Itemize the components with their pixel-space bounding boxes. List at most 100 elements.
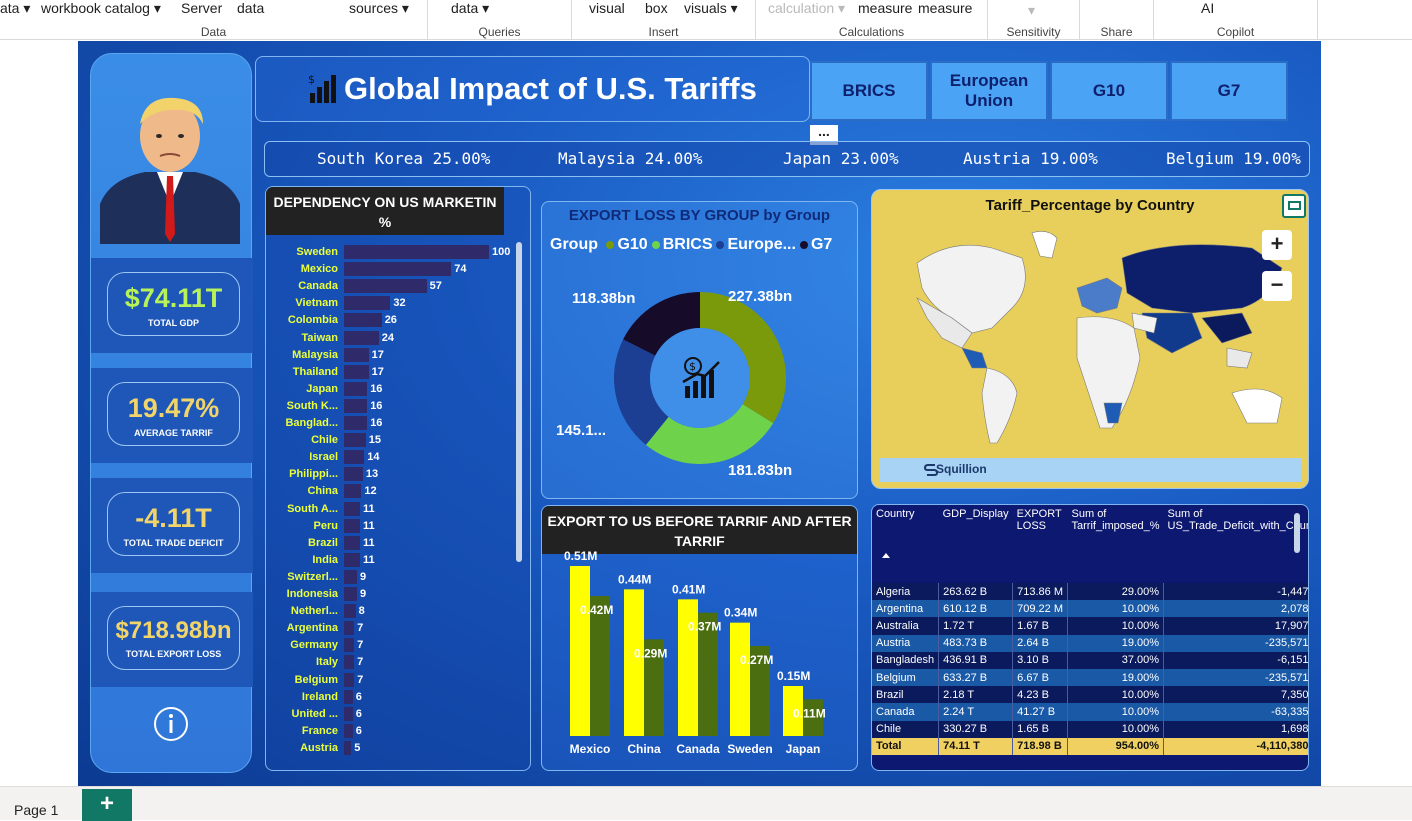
dependency-bar[interactable] xyxy=(344,535,360,550)
dependency-row[interactable]: India 11 xyxy=(266,552,516,569)
bar-after-tariff[interactable] xyxy=(750,646,770,736)
dependency-row[interactable]: Indonesia 9 xyxy=(266,586,516,603)
table-scrollbar[interactable] xyxy=(1294,513,1300,553)
slicer-european-union[interactable]: European Union xyxy=(930,61,1048,121)
dependency-row[interactable]: Taiwan 24 xyxy=(266,330,516,347)
slicer-brics[interactable]: BRICS xyxy=(810,61,928,121)
dependency-row[interactable]: Vietnam 32 xyxy=(266,295,516,312)
dependency-bar[interactable] xyxy=(344,450,365,465)
dependency-row[interactable]: South A... 11 xyxy=(266,501,516,518)
col-header-gdp[interactable]: GDP_Display xyxy=(942,508,1009,520)
dependency-row[interactable]: China 12 xyxy=(266,483,516,500)
dependency-row[interactable]: Brazil 11 xyxy=(266,535,516,552)
dependency-row[interactable]: Philippi... 13 xyxy=(266,466,516,483)
ribbon-item-ata[interactable]: ata ▾ xyxy=(0,0,31,16)
dependency-row[interactable]: Thailand 17 xyxy=(266,364,516,381)
dependency-bar[interactable] xyxy=(344,347,369,362)
zoom-in-button[interactable]: + xyxy=(1262,230,1292,260)
legend-item[interactable]: Europe... xyxy=(716,236,796,253)
add-page-button[interactable]: + xyxy=(82,789,132,821)
dependency-row[interactable]: Italy 7 xyxy=(266,654,516,671)
dependency-bar[interactable] xyxy=(344,262,452,277)
dependency-bar[interactable] xyxy=(344,723,353,738)
dependency-row[interactable]: Banglad... 16 xyxy=(266,415,516,432)
dependency-bar[interactable] xyxy=(344,740,352,755)
col-header-tariff[interactable]: Sum of Tarrif_imposed_% xyxy=(1071,508,1160,532)
dependency-row[interactable]: Ireland 6 xyxy=(266,689,516,706)
map-focus-icon[interactable] xyxy=(1282,194,1306,218)
ribbon-item-visual[interactable]: visual xyxy=(589,0,625,16)
dependency-bar[interactable] xyxy=(344,638,355,653)
info-icon[interactable] xyxy=(151,704,191,744)
dependency-bar[interactable] xyxy=(344,296,391,311)
page-tab-page-1[interactable]: Page 1 xyxy=(14,802,59,818)
dependency-bar[interactable] xyxy=(344,604,356,619)
dependency-row[interactable]: Mexico 74 xyxy=(266,261,516,278)
donut-slice-g7[interactable] xyxy=(623,292,700,356)
dependency-bar[interactable] xyxy=(344,689,353,704)
dependency-bar[interactable] xyxy=(344,518,360,533)
ribbon-item-sources[interactable]: sources ▾ xyxy=(349,0,409,16)
slicer-g7[interactable]: G7 xyxy=(1170,61,1288,121)
legend-item[interactable]: G7 xyxy=(799,236,832,253)
dependency-row[interactable]: Malaysia 17 xyxy=(266,347,516,364)
dependency-row[interactable]: Canada 57 xyxy=(266,278,516,295)
dependency-bar[interactable] xyxy=(344,706,353,721)
ribbon-item-measure[interactable]: measure xyxy=(858,0,913,16)
dependency-row[interactable]: United ... 6 xyxy=(266,706,516,723)
ribbon-item-data[interactable]: data xyxy=(237,0,265,16)
dependency-bar[interactable] xyxy=(344,587,358,601)
col-header-export-loss[interactable]: EXPORT LOSS xyxy=(1016,508,1062,532)
dependency-bar[interactable] xyxy=(344,655,355,670)
bar-before-tariff[interactable] xyxy=(783,686,803,736)
dependency-row[interactable]: Israel 14 xyxy=(266,449,516,466)
dependency-row[interactable]: Chile 15 xyxy=(266,432,516,449)
zoom-out-button[interactable]: − xyxy=(1262,271,1292,301)
dependency-row[interactable]: South K... 16 xyxy=(266,398,516,415)
more-options-button[interactable]: ... xyxy=(810,124,838,145)
dependency-bar[interactable] xyxy=(344,364,369,379)
bar-before-tariff[interactable] xyxy=(624,589,644,736)
dependency-row[interactable]: Colombia 26 xyxy=(266,312,516,329)
bar-before-tariff[interactable] xyxy=(678,599,698,736)
dependency-row[interactable]: Belgium 7 xyxy=(266,672,516,689)
sensitivity-dropdown-icon[interactable]: ▾ xyxy=(1028,2,1036,18)
dependency-bar[interactable] xyxy=(344,330,379,345)
dependency-row[interactable]: Germany 7 xyxy=(266,637,516,654)
dependency-row[interactable]: Japan 16 xyxy=(266,381,516,398)
dependency-bar[interactable] xyxy=(344,381,368,396)
col-header-trade-deficit[interactable]: Sum of US_Trade_Deficit_with_Country xyxy=(1167,508,1309,532)
dependency-scrollbar[interactable] xyxy=(516,242,522,562)
bar-before-tariff[interactable] xyxy=(570,566,590,736)
bar-after-tariff[interactable] xyxy=(644,639,664,736)
bar-after-tariff[interactable] xyxy=(698,612,718,736)
ribbon-item-data[interactable]: data ▾ xyxy=(451,0,490,16)
bar-after-tariff[interactable] xyxy=(590,596,610,736)
bar-after-tariff[interactable] xyxy=(803,699,823,736)
ribbon-item-box[interactable]: box xyxy=(645,0,668,16)
dependency-bar[interactable] xyxy=(344,467,363,482)
dependency-row[interactable]: Sweden 100 xyxy=(266,244,516,261)
dependency-bar[interactable] xyxy=(344,552,360,567)
dependency-bar[interactable] xyxy=(344,245,489,259)
bar-before-tariff[interactable] xyxy=(730,622,750,736)
dependency-bar[interactable] xyxy=(344,484,362,499)
donut-slice-g10[interactable] xyxy=(700,292,786,424)
dependency-bar[interactable] xyxy=(344,569,358,584)
ribbon-item-measure[interactable]: measure xyxy=(918,0,973,16)
ribbon-item-Server[interactable]: Server xyxy=(181,0,223,16)
dependency-bar[interactable] xyxy=(344,501,360,516)
slicer-g10[interactable]: G10 xyxy=(1050,61,1168,121)
dependency-row[interactable]: Switzerl... 9 xyxy=(266,569,516,586)
dependency-bar[interactable] xyxy=(344,313,382,328)
dependency-bar[interactable] xyxy=(344,433,366,448)
legend-item[interactable]: BRICS xyxy=(651,236,712,253)
